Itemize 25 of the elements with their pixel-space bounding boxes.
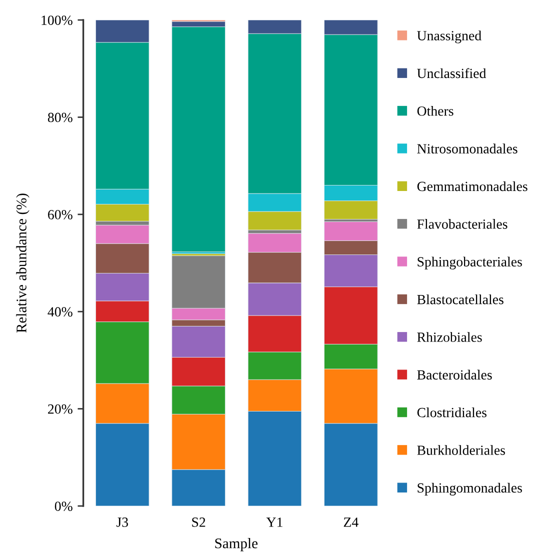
x-tick-label: S2 (192, 518, 206, 527)
legend-label: Others (417, 106, 454, 116)
legend-label: Bacteroidales (417, 370, 492, 380)
legend-label: Sphingobacteriales (418, 256, 522, 270)
legend-label: Gemmatimonadales (417, 181, 528, 192)
x-tick-label: Y1 (266, 518, 282, 527)
y-tick-label: 100% (42, 16, 72, 25)
legend-label: Burkholderiales (417, 445, 505, 455)
legend-label: Clostridiales (417, 407, 486, 418)
legend-label: Sphingomonadales (418, 482, 522, 496)
legend-label: Unclassified (417, 68, 486, 78)
legend-label: Nitrosomonadales (417, 144, 518, 154)
x-tick-label: Z4 (344, 518, 358, 527)
y-axis-title: Relative abundance (%) (16, 194, 30, 333)
y-tick-label: 60% (48, 210, 72, 220)
legend-label: Unassigned (417, 30, 482, 44)
y-tick-label: 20% (48, 404, 72, 414)
legend-label: Rhizobiales (417, 332, 482, 342)
y-tick-label: 40% (48, 307, 72, 317)
y-tick-label: 0% (54, 502, 72, 511)
x-axis-title: Sample (215, 538, 258, 552)
legend-label: Blastocatellales (417, 294, 504, 304)
y-tick-label: 80% (48, 112, 72, 122)
legend-label: Flavobacteriales (417, 219, 508, 229)
x-tick-label: J3 (116, 518, 128, 527)
